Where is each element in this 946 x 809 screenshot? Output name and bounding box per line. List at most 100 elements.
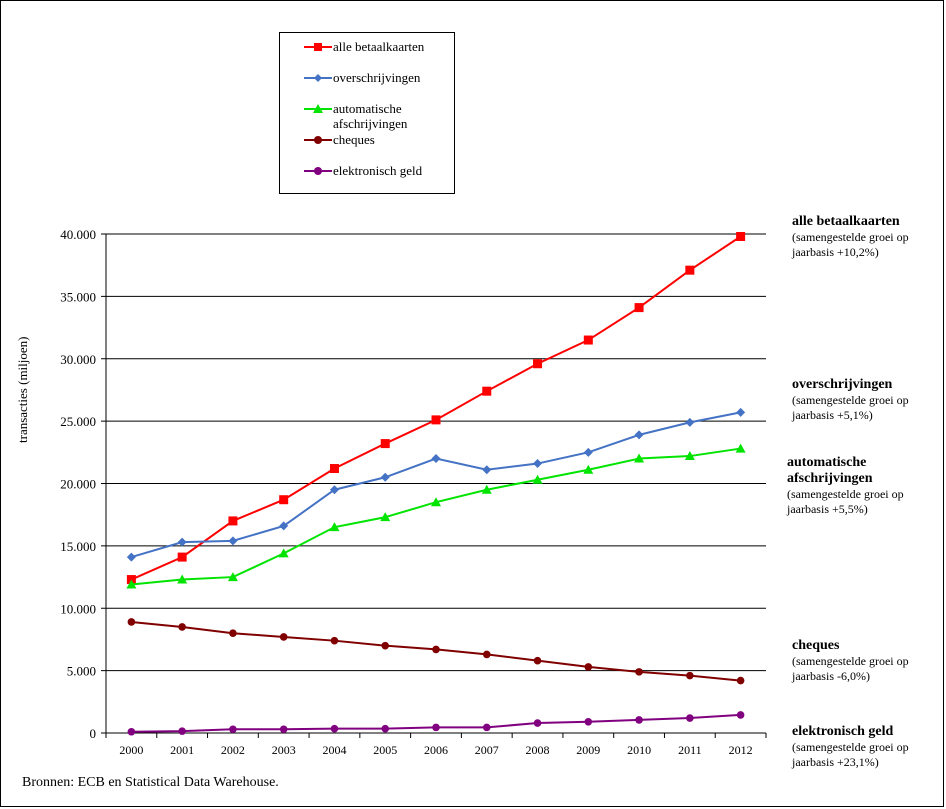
annotation-elektronisch-geld: elektronisch geld (samengestelde groei o… <box>792 724 909 769</box>
data-point <box>127 727 136 736</box>
data-point <box>533 359 543 369</box>
data-point <box>482 465 492 475</box>
x-tick-label: 2000 <box>119 743 143 757</box>
x-tick-label: 2010 <box>627 743 651 757</box>
legend-label: elektronisch geld <box>333 163 423 178</box>
y-axis-label: transacties (miljoen) <box>15 336 30 444</box>
legend-item-overschrijvingen: overschrijvingen <box>280 70 456 90</box>
data-point <box>380 512 391 522</box>
legend-label: automatische afschrijvingen <box>333 101 408 131</box>
data-point <box>127 618 136 626</box>
data-point <box>279 633 288 641</box>
data-point <box>533 719 542 727</box>
data-point <box>432 645 440 654</box>
data-point <box>634 303 644 313</box>
data-point <box>330 724 339 733</box>
data-point <box>481 484 492 494</box>
series-line <box>131 447 741 586</box>
data-point <box>279 521 289 531</box>
data-point <box>736 676 745 685</box>
x-tick-label: 2003 <box>272 743 296 757</box>
legend-label: alle betaalkaarten <box>333 39 425 54</box>
data-point <box>533 459 543 469</box>
data-point <box>482 386 492 396</box>
legend-marker-circle <box>304 136 332 144</box>
data-point <box>278 548 289 558</box>
data-point <box>229 629 237 637</box>
legend-marker-triangle <box>304 104 332 113</box>
data-point <box>735 443 746 453</box>
data-point <box>330 636 339 645</box>
annotation-automatische-afschrijvingen: automatische afschrijvingen (samengestel… <box>787 455 904 516</box>
legend-marker-diamond <box>304 74 332 82</box>
data-point <box>583 464 594 474</box>
data-point <box>381 641 390 650</box>
data-point <box>431 497 441 507</box>
data-point <box>381 724 390 733</box>
data-point <box>228 536 238 546</box>
source-note: Bronnen: ECB en Statistical Data Warehou… <box>22 775 279 790</box>
data-point <box>482 723 491 732</box>
data-point <box>584 717 593 726</box>
data-point <box>584 663 593 671</box>
data-point <box>432 723 440 732</box>
y-tick-label: 25.000 <box>60 414 96 429</box>
x-tick-label: 2006 <box>424 743 448 757</box>
data-point <box>178 727 186 735</box>
y-tick-label: 35.000 <box>60 289 96 304</box>
data-point <box>533 656 542 665</box>
data-point <box>431 454 441 464</box>
data-point <box>431 415 441 425</box>
y-tick-label: 40.000 <box>60 227 96 242</box>
x-tick-label: 2012 <box>729 743 753 757</box>
y-tick-label: 20.000 <box>60 477 96 492</box>
data-point <box>583 335 593 345</box>
data-point <box>685 265 695 275</box>
x-tick-label: 2002 <box>221 743 245 757</box>
x-tick-label: 2001 <box>170 743 194 757</box>
data-point <box>482 650 491 659</box>
data-point <box>634 453 645 463</box>
data-point <box>329 485 339 495</box>
data-point <box>279 495 289 505</box>
legend-label: cheques <box>333 132 375 147</box>
x-tick-label: 2005 <box>373 743 397 757</box>
legend-label: overschrijvingen <box>333 70 421 85</box>
data-point <box>380 472 390 482</box>
data-point <box>178 623 186 631</box>
data-point <box>126 552 136 562</box>
data-point <box>736 231 746 241</box>
data-point <box>736 407 746 417</box>
x-tick-label: 2008 <box>526 743 550 757</box>
data-point <box>228 516 238 526</box>
data-point <box>635 668 643 676</box>
x-tick-label: 2009 <box>576 743 600 757</box>
legend-item-alle-betaalkaarten: alle betaalkaarten <box>280 39 456 59</box>
data-point <box>329 464 339 474</box>
data-point <box>686 714 694 722</box>
legend: alle betaalkaarten overschrijvingen auto… <box>279 32 455 194</box>
y-tick-label: 15.000 <box>60 539 96 554</box>
data-point <box>177 552 187 562</box>
data-point <box>686 671 694 680</box>
data-point <box>685 417 695 427</box>
y-tick-label: 5.000 <box>67 664 96 679</box>
y-tick-label: 0 <box>90 726 97 741</box>
data-point <box>634 430 644 440</box>
data-point <box>177 574 188 584</box>
data-point <box>532 474 543 484</box>
x-tick-label: 2011 <box>678 743 702 757</box>
annotation-cheques: cheques (samengestelde groei op jaarbasi… <box>792 638 909 683</box>
y-tick-label: 30.000 <box>60 352 96 367</box>
legend-item-elektronisch-geld: elektronisch geld <box>280 163 456 183</box>
annotation-alle-betaalkaarten: alle betaalkaarten (samengestelde groei … <box>792 214 909 259</box>
data-point <box>279 725 288 734</box>
legend-item-cheques: cheques <box>280 132 456 152</box>
legend-marker-square <box>304 43 332 51</box>
x-tick-label: 2007 <box>475 743 499 757</box>
data-point <box>227 572 238 582</box>
data-point <box>583 447 593 457</box>
data-point <box>126 579 137 589</box>
series-line <box>130 235 742 581</box>
